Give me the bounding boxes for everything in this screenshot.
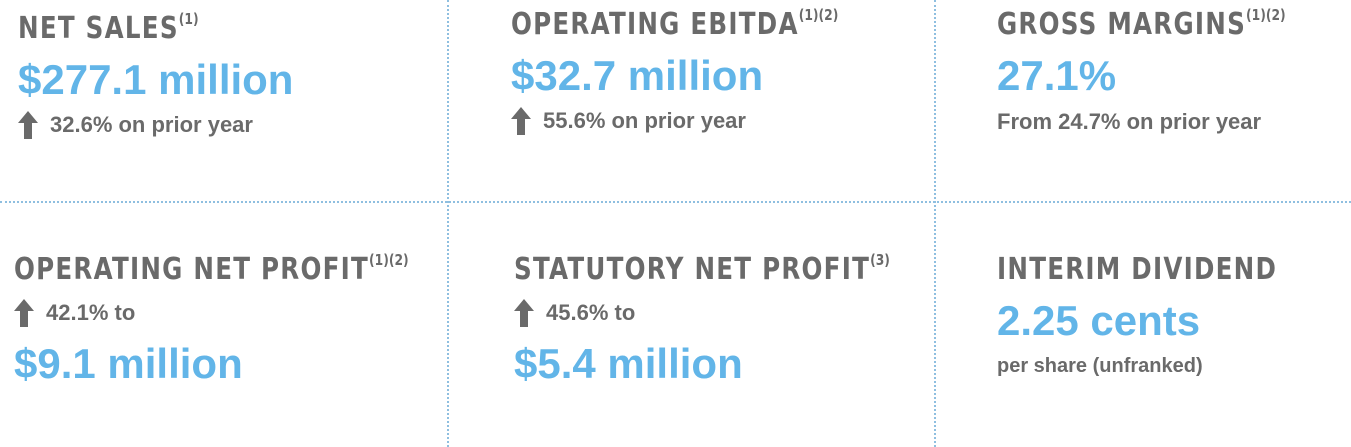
card-title: OPERATING EBITDA(1)(2) (511, 6, 839, 42)
card-operating-ebitda: OPERATING EBITDA(1)(2) $32.7 million 55.… (511, 6, 910, 135)
footnote-marker: (1)(2) (369, 251, 409, 269)
card-value: $32.7 million (511, 52, 764, 99)
footnote-marker: (1)(2) (1246, 6, 1286, 24)
card-title: NET SALES(1) (18, 10, 199, 46)
card-change: 45.6% to (514, 299, 972, 327)
card-title: STATUTORY NET PROFIT(3) (514, 251, 890, 287)
card-change: 55.6% on prior year (511, 107, 910, 135)
card-statutory-net-profit: STATUTORY NET PROFIT(3) 45.6% to $5.4 mi… (514, 251, 972, 387)
card-title: GROSS MARGINS(1)(2) (997, 6, 1286, 42)
footnote-marker: (1)(2) (798, 6, 839, 24)
card-change: 42.1% to (14, 299, 495, 327)
card-net-sales: NET SALES(1) $277.1 million 32.6% on pri… (18, 10, 294, 139)
card-value: $5.4 million (514, 340, 743, 387)
up-arrow-icon (511, 107, 531, 135)
up-arrow-icon (514, 299, 534, 327)
card-change: per share (unfranked) (997, 355, 1203, 377)
card-title: OPERATING NET PROFIT(1)(2) (14, 251, 409, 287)
card-change: 32.6% on prior year (18, 111, 293, 139)
card-value: $9.1 million (14, 340, 243, 387)
divider-vertical-2 (934, 0, 936, 447)
divider-horizontal (0, 201, 1351, 203)
card-change: From 24.7% on prior year (997, 109, 1262, 134)
card-interim-dividend: INTERIM DIVIDEND 2.25 cents per share (u… (997, 252, 1339, 377)
card-value: 2.25 cents (997, 297, 1201, 344)
card-title: INTERIM DIVIDEND (997, 252, 1278, 287)
footnote-marker: (1) (178, 10, 199, 28)
up-arrow-icon (18, 111, 38, 139)
card-value: 27.1% (997, 52, 1117, 99)
card-operating-net-profit: OPERATING NET PROFIT(1)(2) 42.1% to $9.1… (14, 251, 495, 387)
footnote-marker: (3) (870, 251, 890, 269)
card-value: $277.1 million (18, 56, 294, 103)
up-arrow-icon (14, 299, 34, 327)
divider-vertical-1 (447, 0, 449, 447)
card-gross-margins: GROSS MARGINS(1)(2) 27.1% From 24.7% on … (997, 6, 1349, 134)
